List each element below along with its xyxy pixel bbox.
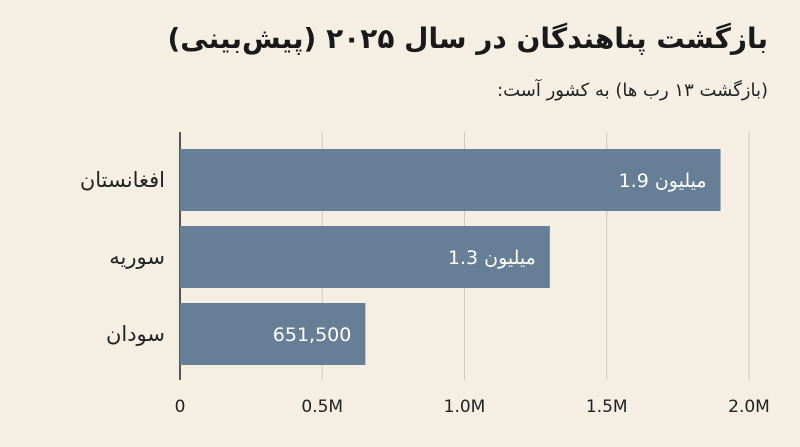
x-tick-label: 1.5M — [586, 397, 628, 417]
bar — [180, 226, 550, 288]
x-tick-label: 0.5M — [301, 397, 343, 417]
category-label: سوریه — [109, 245, 165, 269]
chart-title: بازگشت پناهندگان در سال ۲۰۲۵ (پیش‌بینی) — [167, 22, 769, 55]
data-label: 651,500 — [273, 324, 352, 346]
x-tick-label: 0 — [175, 397, 186, 417]
category-label: سودان — [106, 322, 165, 346]
category-label: افغانستان — [80, 168, 165, 192]
x-tick-label: 2.0M — [728, 397, 770, 417]
x-tick-label: 1.0M — [444, 397, 486, 417]
chart-subtitle: (بازگشت ۱۳ رب ها) به کشور آست: — [497, 80, 768, 101]
data-label: 1.9 میلیون — [619, 170, 707, 192]
bar — [180, 149, 721, 211]
bar — [180, 303, 366, 365]
data-label: 1.3 میلیون — [448, 247, 536, 269]
